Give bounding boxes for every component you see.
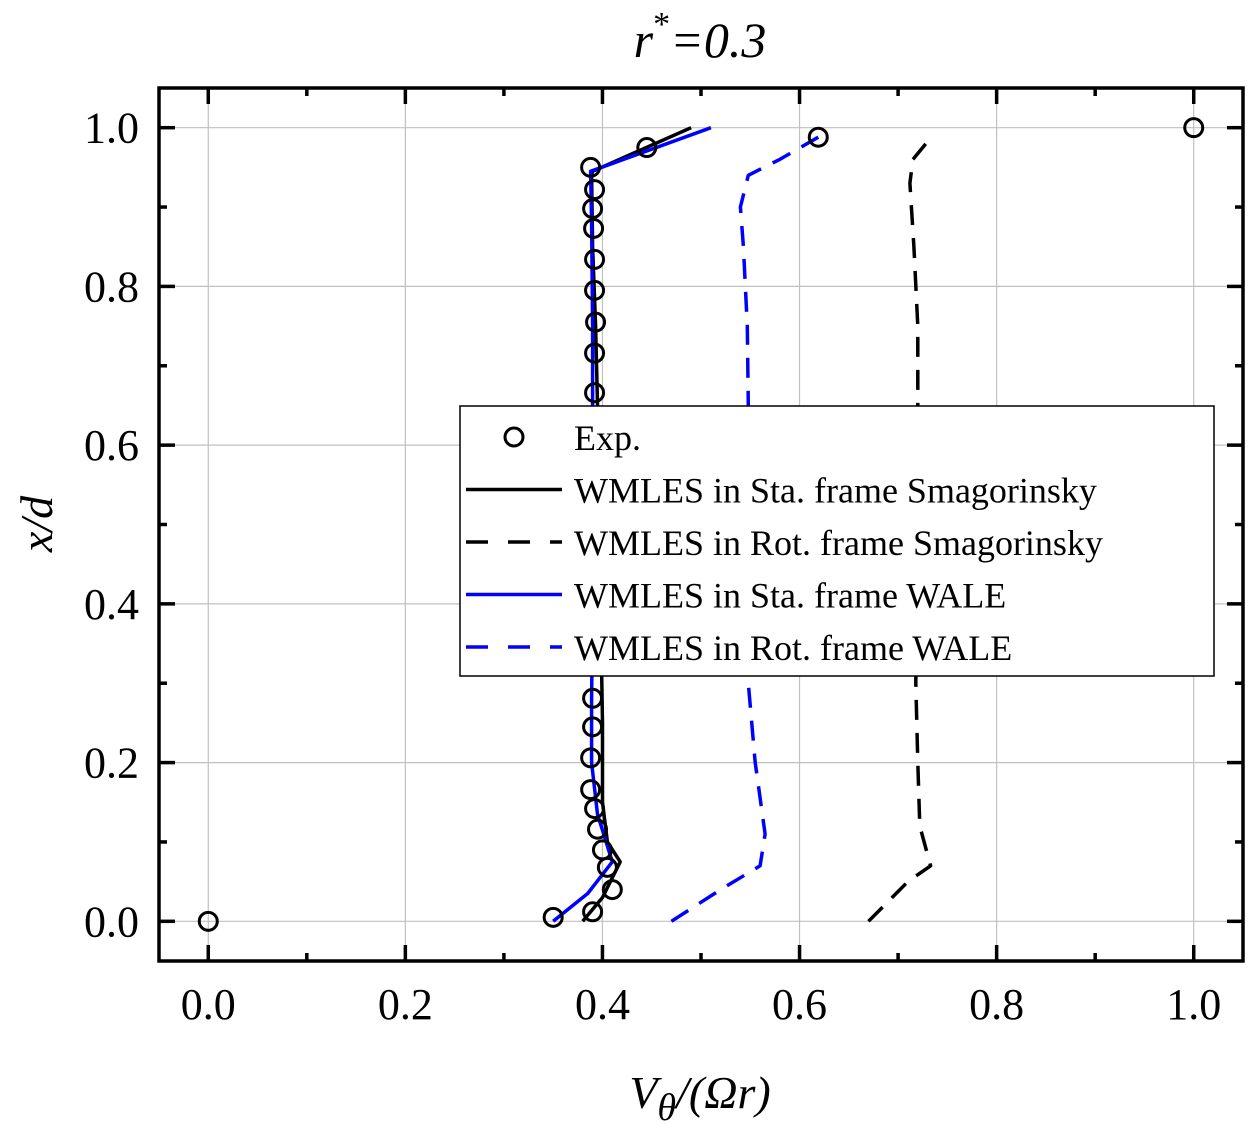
data-point-exp <box>636 137 658 159</box>
data-point-exp <box>591 839 613 861</box>
data-point-exp <box>542 906 564 928</box>
legend-box <box>459 405 1215 677</box>
x-label-main: V <box>629 1067 662 1118</box>
title-base: r <box>634 12 654 68</box>
data-point-exp <box>584 179 606 201</box>
data-point-exp <box>807 126 829 148</box>
data-point-exp <box>584 279 606 301</box>
y-tick-label: 0.8 <box>84 262 139 311</box>
data-point-exp <box>197 910 219 932</box>
data-point-exp <box>584 342 606 364</box>
data-point-exp <box>582 716 604 738</box>
data-point-exp <box>580 779 602 801</box>
legend-item-wmles-in-sta-frame-wale: WMLES in Sta. frame WALE <box>466 576 1006 616</box>
data-point-exp <box>582 901 604 923</box>
data-point-exp <box>580 156 602 178</box>
y-tick-label: 0.4 <box>84 580 139 629</box>
series-line-wmles-in-rot-frame-smagorinsky <box>867 134 934 923</box>
data-point-exp <box>601 879 623 901</box>
legend-item-wmles-in-sta-frame-smagorinsky: WMLES in Sta. frame Smagorinsky <box>466 471 1097 511</box>
x-tick-label: 0.2 <box>378 980 433 1029</box>
chart-title: r*=0.3 <box>634 6 767 68</box>
x-axis-label: Vθ/(Ωr) <box>629 1067 770 1124</box>
x-label-sub: θ <box>657 1087 676 1124</box>
data-point-exp <box>584 798 606 820</box>
legend-item-exp: Exp. <box>503 418 641 458</box>
title-sup: * <box>653 6 670 43</box>
data-point-exp <box>1183 117 1205 139</box>
x-tick-label: 0.8 <box>969 980 1024 1029</box>
y-axis-label: x/d <box>11 495 62 553</box>
y-tick-label: 0.2 <box>84 739 139 788</box>
x-tick-label: 1.0 <box>1166 980 1221 1029</box>
legend-item-wmles-in-rot-frame-wale: WMLES in Rot. frame WALE <box>466 628 1012 668</box>
legend-item-wmles-in-rot-frame-smagorinsky: WMLES in Rot. frame Smagorinsky <box>466 523 1103 563</box>
x-label-rest: /(Ωr) <box>673 1067 771 1118</box>
y-tick-label: 1.0 <box>84 104 139 153</box>
data-point-exp <box>582 687 604 709</box>
legend: Exp. WMLES in Sta. frame Smagorinsky WMLES… <box>459 405 1215 677</box>
axis-ticks: 0.0 0.2 0.4 0.6 0.8 1.0 0.0 0.2 0.4 0.6 0.8 1.0 <box>84 88 1243 1029</box>
x-tick-label: 0.0 <box>181 980 236 1029</box>
y-tick-label: 0.0 <box>84 897 139 946</box>
data-point-exp <box>585 311 607 333</box>
data-point-exp <box>580 747 602 769</box>
data-point-exp <box>584 248 606 270</box>
legend-label: Exp. <box>574 418 641 458</box>
x-tick-label: 0.4 <box>575 980 630 1029</box>
legend-label: WMLES in Sta. frame Smagorinsky <box>574 471 1097 511</box>
data-point-exp <box>583 217 605 239</box>
data-point-exp <box>587 818 609 840</box>
legend-marker-icon <box>503 426 525 448</box>
y-tick-label: 0.6 <box>84 421 139 470</box>
legend-label: WMLES in Sta. frame WALE <box>574 576 1006 616</box>
title-rest: =0.3 <box>670 12 766 68</box>
legend-label: WMLES in Rot. frame WALE <box>574 628 1012 668</box>
x-tick-label: 0.6 <box>772 980 827 1029</box>
data-point-exp <box>584 382 606 404</box>
legend-label: WMLES in Rot. frame Smagorinsky <box>574 523 1103 563</box>
